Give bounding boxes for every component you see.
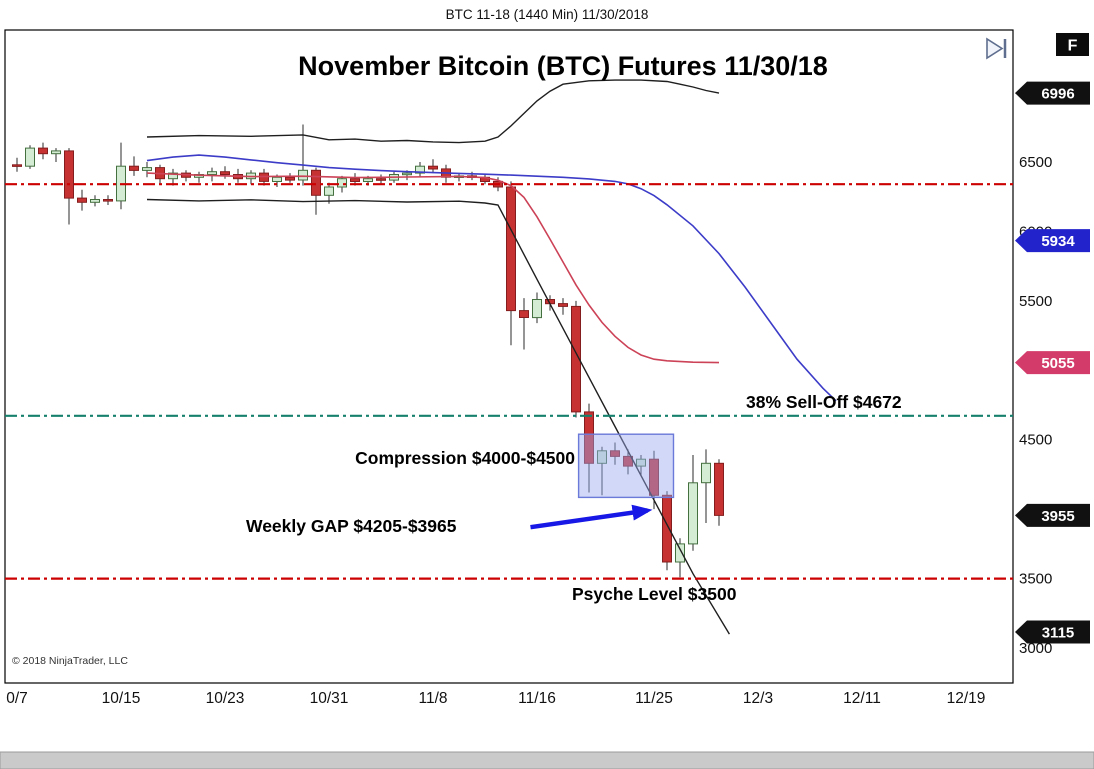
candle-body-11-26: [662, 494, 672, 563]
price-badge-value: 5055: [1041, 355, 1074, 372]
candle-body-11-15: [519, 310, 529, 319]
candle-body-11-14: [506, 186, 516, 312]
price-badge-5934: 5934: [1015, 229, 1090, 253]
candle-body-10-17: [142, 167, 152, 171]
candle-body-10-28: [285, 176, 295, 181]
candle-body-10-13: [90, 199, 100, 203]
x-axis-label-12-19: 12/19: [947, 690, 986, 707]
candle-body-11-20: [584, 411, 594, 464]
copyright: © 2018 NinjaTrader, LLC: [12, 655, 128, 667]
compression-label: Compression $4000-$4500: [355, 448, 575, 468]
price-badge-6996: 6996: [1015, 81, 1090, 105]
fullscreen-button[interactable]: F: [1056, 33, 1089, 56]
candle-body-10-19: [168, 172, 178, 180]
candle-body-11-22: [610, 450, 620, 457]
upper-band-line: [146, 79, 720, 144]
indicator-overlays: [146, 79, 837, 635]
x-axis-label-10-31: 10/31: [310, 690, 349, 707]
drawn-annotations: [5, 183, 1013, 580]
candle-body-11-4: [376, 178, 386, 181]
x-axis-label-12-3: 12/3: [743, 690, 773, 707]
candle-body-11-27: [675, 543, 685, 563]
price-badge-shape: [1015, 81, 1090, 105]
x-axis-label-11-8: 11/8: [418, 690, 447, 707]
y-axis-label-3000: 3000: [1019, 640, 1052, 657]
window-title: BTC 11-18 (1440 Min) 11/30/2018: [446, 7, 649, 22]
candle-body-11-21: [597, 450, 607, 464]
price-badge-shape: [1015, 503, 1090, 527]
y-axis-label-3500: 3500: [1019, 571, 1052, 588]
price-badge-value: 3115: [1042, 625, 1075, 642]
y-axis-label-4500: 4500: [1019, 432, 1052, 449]
price-badge-value: 3955: [1041, 508, 1074, 525]
psyche-label: Psyche Level $3500: [572, 584, 737, 604]
x-axis-label-10-23: 10/23: [206, 690, 245, 707]
price-badge-shape: [1015, 620, 1090, 644]
chart-title: November Bitcoin (BTC) Futures 11/30/18: [298, 51, 828, 81]
candle-body-10-29: [298, 169, 308, 181]
candle-body-11-18: [558, 303, 568, 307]
y-axis-label-6500: 6500: [1019, 154, 1052, 171]
candle-body-10-31: [324, 186, 334, 196]
candle-body-10-8: [25, 147, 35, 167]
fast-ma-line: [146, 172, 720, 364]
candle-body-11-7: [415, 165, 425, 174]
candle-body-11-24: [636, 458, 646, 467]
price-badge-3115: 3115: [1015, 620, 1090, 644]
candle-body-11-16: [532, 299, 542, 319]
candle-body-11-8: [428, 165, 438, 170]
candle-body-10-7: [12, 164, 22, 167]
candle-body-11-25: [649, 458, 659, 496]
step-forward-icon[interactable]: [986, 37, 1007, 60]
candle-body-11-29: [701, 462, 711, 484]
weekly-gap-label: Weekly GAP $4205-$3965: [246, 516, 457, 536]
compression-zone: [577, 433, 675, 499]
candle-body-10-14: [103, 199, 113, 202]
price-badge-shape: [1015, 229, 1090, 253]
candle-body-10-10: [51, 150, 61, 155]
x-axis-label-11-25: 11/25: [635, 690, 673, 707]
price-badge-shape: [1015, 351, 1090, 375]
slow-ma-line: [146, 154, 837, 402]
annotation-texts: November Bitcoin (BTC) Futures 11/30/18 …: [12, 51, 902, 667]
candle-body-11-23: [623, 455, 633, 467]
x-axis-label-0-7: 0/7: [6, 690, 28, 707]
candle-body-11-3: [363, 178, 373, 182]
candle-body-11-2: [350, 178, 360, 182]
candle-body-11-1: [337, 178, 347, 188]
x-axis-label-12-11: 12/11: [843, 690, 881, 707]
price-badges: 6996 5934 5055 3955 3115: [1015, 81, 1090, 644]
chart-canvas[interactable]: [4, 29, 1014, 684]
candle-body-11-30: [714, 462, 724, 516]
candle-body-11-6: [402, 172, 412, 176]
price-badge-3955: 3955: [1015, 503, 1090, 527]
candle-body-11-28: [688, 482, 698, 545]
x-axis-label-11-16: 11/16: [518, 690, 556, 707]
candle-body-10-22: [207, 171, 217, 175]
candle-body-10-16: [129, 165, 139, 171]
price-badge-value: 5934: [1041, 233, 1075, 250]
candle-body-10-9: [38, 147, 48, 155]
fullscreen-button-label: F: [1068, 38, 1078, 55]
candle-body-10-11: [64, 150, 74, 199]
candle-body-10-30: [311, 169, 321, 196]
price-badge-value: 6996: [1041, 86, 1074, 103]
candle-body-10-12: [77, 197, 87, 203]
selloff-label: 38% Sell-Off $4672: [746, 392, 902, 412]
bottom-strip: [0, 751, 1094, 769]
price-axis[interactable]: 650060005500450035003000: [1019, 154, 1052, 657]
candle-body-10-27: [272, 176, 282, 183]
x-axis-label-10-15: 10/15: [102, 690, 141, 707]
weekly-gap-arrow: [530, 504, 653, 530]
price-badge-5055: 5055: [1015, 351, 1090, 375]
time-axis[interactable]: 0/7 10/15 10/23 10/31 11/8 11/16 11/25 12/3 12/1…: [6, 690, 985, 707]
candle-body-10-23: [220, 171, 230, 175]
lower-band-line: [146, 198, 730, 635]
candle-body-11-19: [571, 305, 581, 413]
y-axis-label-5500: 5500: [1019, 293, 1052, 310]
